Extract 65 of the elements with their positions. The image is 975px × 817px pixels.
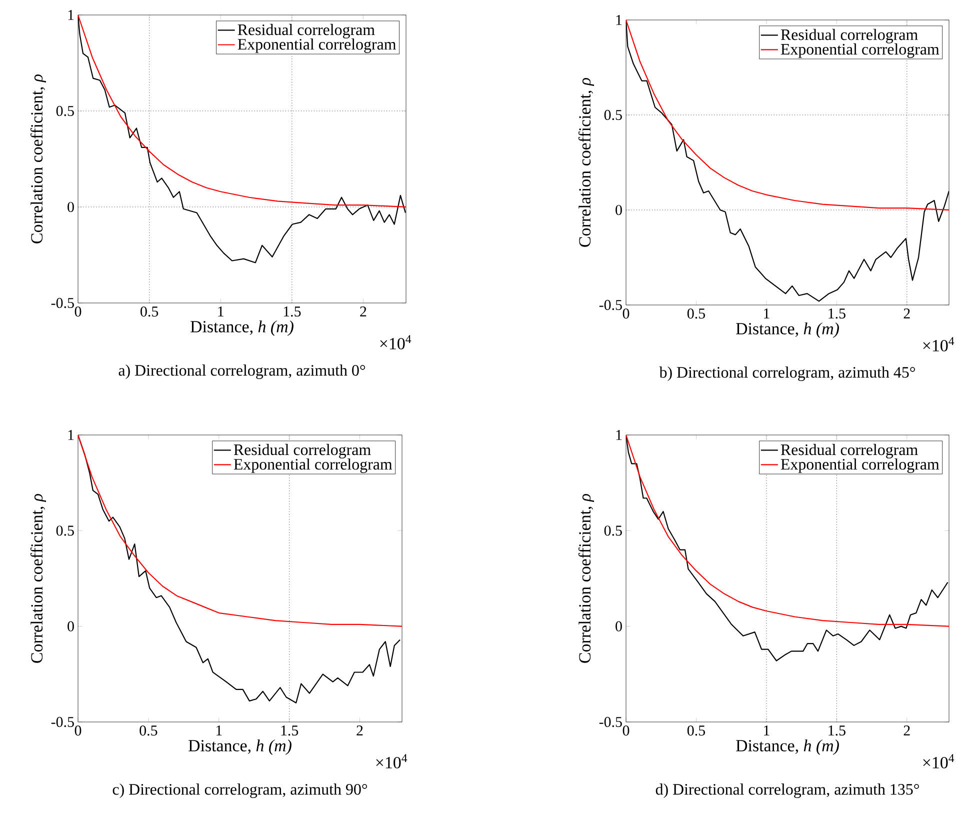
text: ×10$^{4}$ [923,337,954,352]
line-series [626,20,950,211]
legend-label: Residual correlogram [780,444,918,458]
x-tick-label: 0.5 [687,308,705,319]
x-tick-label: 0.5 [140,726,158,736]
x-tick-label: 1.5 [828,726,846,736]
x-axis-title: Distance, h (m) [736,739,839,755]
line-series [78,14,406,208]
y-axis-title: Correlation coefficient, ρ [30,494,46,663]
x-tick-label: 0 [74,726,82,736]
x-tick-label: 2 [904,308,910,318]
x-tick-label: 2 [360,306,366,316]
y-tick-label: -0.5 [51,716,74,728]
y-tick-label: 0.5 [604,526,622,536]
text: b) Directional correlogram, azimuth 45° [659,366,915,382]
legend-label: Exponential correlogram [238,38,396,53]
x-tick-label: 1 [218,306,224,316]
x-tick-label: 1 [216,726,222,736]
y-axis-title: Correlation coefficient, ρ [30,74,46,244]
y-axis-title: Correlation coefficient, ρ [578,494,594,663]
x-tick-label: 0.5 [687,726,705,736]
text: ×10$^{4}$ [376,754,408,768]
x-axis-title: Distance, h (m) [190,320,294,336]
legend-label: Exponential correlogram [780,43,940,58]
x-tick-label: 0 [622,726,630,736]
y-tick-label: -0.5 [599,300,622,310]
y-tick-label: 0.5 [604,110,622,120]
x-tick-label: 0 [622,308,630,319]
x-tick-label: 0.5 [140,306,158,317]
line-series [78,434,402,627]
legend-label: Residual correlogram [234,444,371,458]
text: c) Directional correlogram, azimuth 90° [112,784,368,798]
y-tick-label: 0.5 [56,106,74,116]
y-tick-label: 1 [616,430,622,440]
x-axis-title: Distance, h (m) [188,739,292,755]
x-tick-label: 1 [764,308,770,318]
legend-label: Exponential correlogram [234,458,392,473]
y-axis-title: Correlation coefficient, ρ [578,78,594,247]
text: ×10$^{4}$ [923,754,954,768]
y-tick-label: 0 [68,621,74,632]
text: ×10$^{4}$ [380,335,412,350]
line-series [626,434,950,627]
legend-label: Exponential correlogram [780,458,940,473]
x-tick-label: 1 [764,726,770,736]
y-tick-label: 0 [616,621,622,632]
x-tick-label: 2 [356,726,363,736]
y-tick-label: 0 [68,202,74,212]
y-tick-label: 0 [616,204,622,216]
y-tick-label: 0.5 [56,526,74,536]
y-tick-label: 1 [68,10,74,20]
x-tick-label: 1.5 [828,308,846,319]
y-tick-label: -0.5 [51,298,74,308]
line-series [626,20,950,302]
y-tick-label: 1 [616,15,622,25]
y-tick-label: -0.5 [599,716,622,728]
x-tick-label: 1.5 [284,306,301,317]
x-tick-label: 0 [74,306,82,317]
legend-label: Residual correlogram [780,28,918,44]
x-tick-label: 1.5 [281,726,298,736]
text: d) Directional correlogram, azimuth 135° [656,784,919,798]
x-axis-title: Distance, h (m) [736,322,839,338]
y-tick-label: 1 [68,430,74,440]
x-tick-label: 2 [904,726,910,736]
text: a) Directional correlogram, azimuth 0° [118,364,366,380]
legend-label: Residual correlogram [238,24,375,38]
